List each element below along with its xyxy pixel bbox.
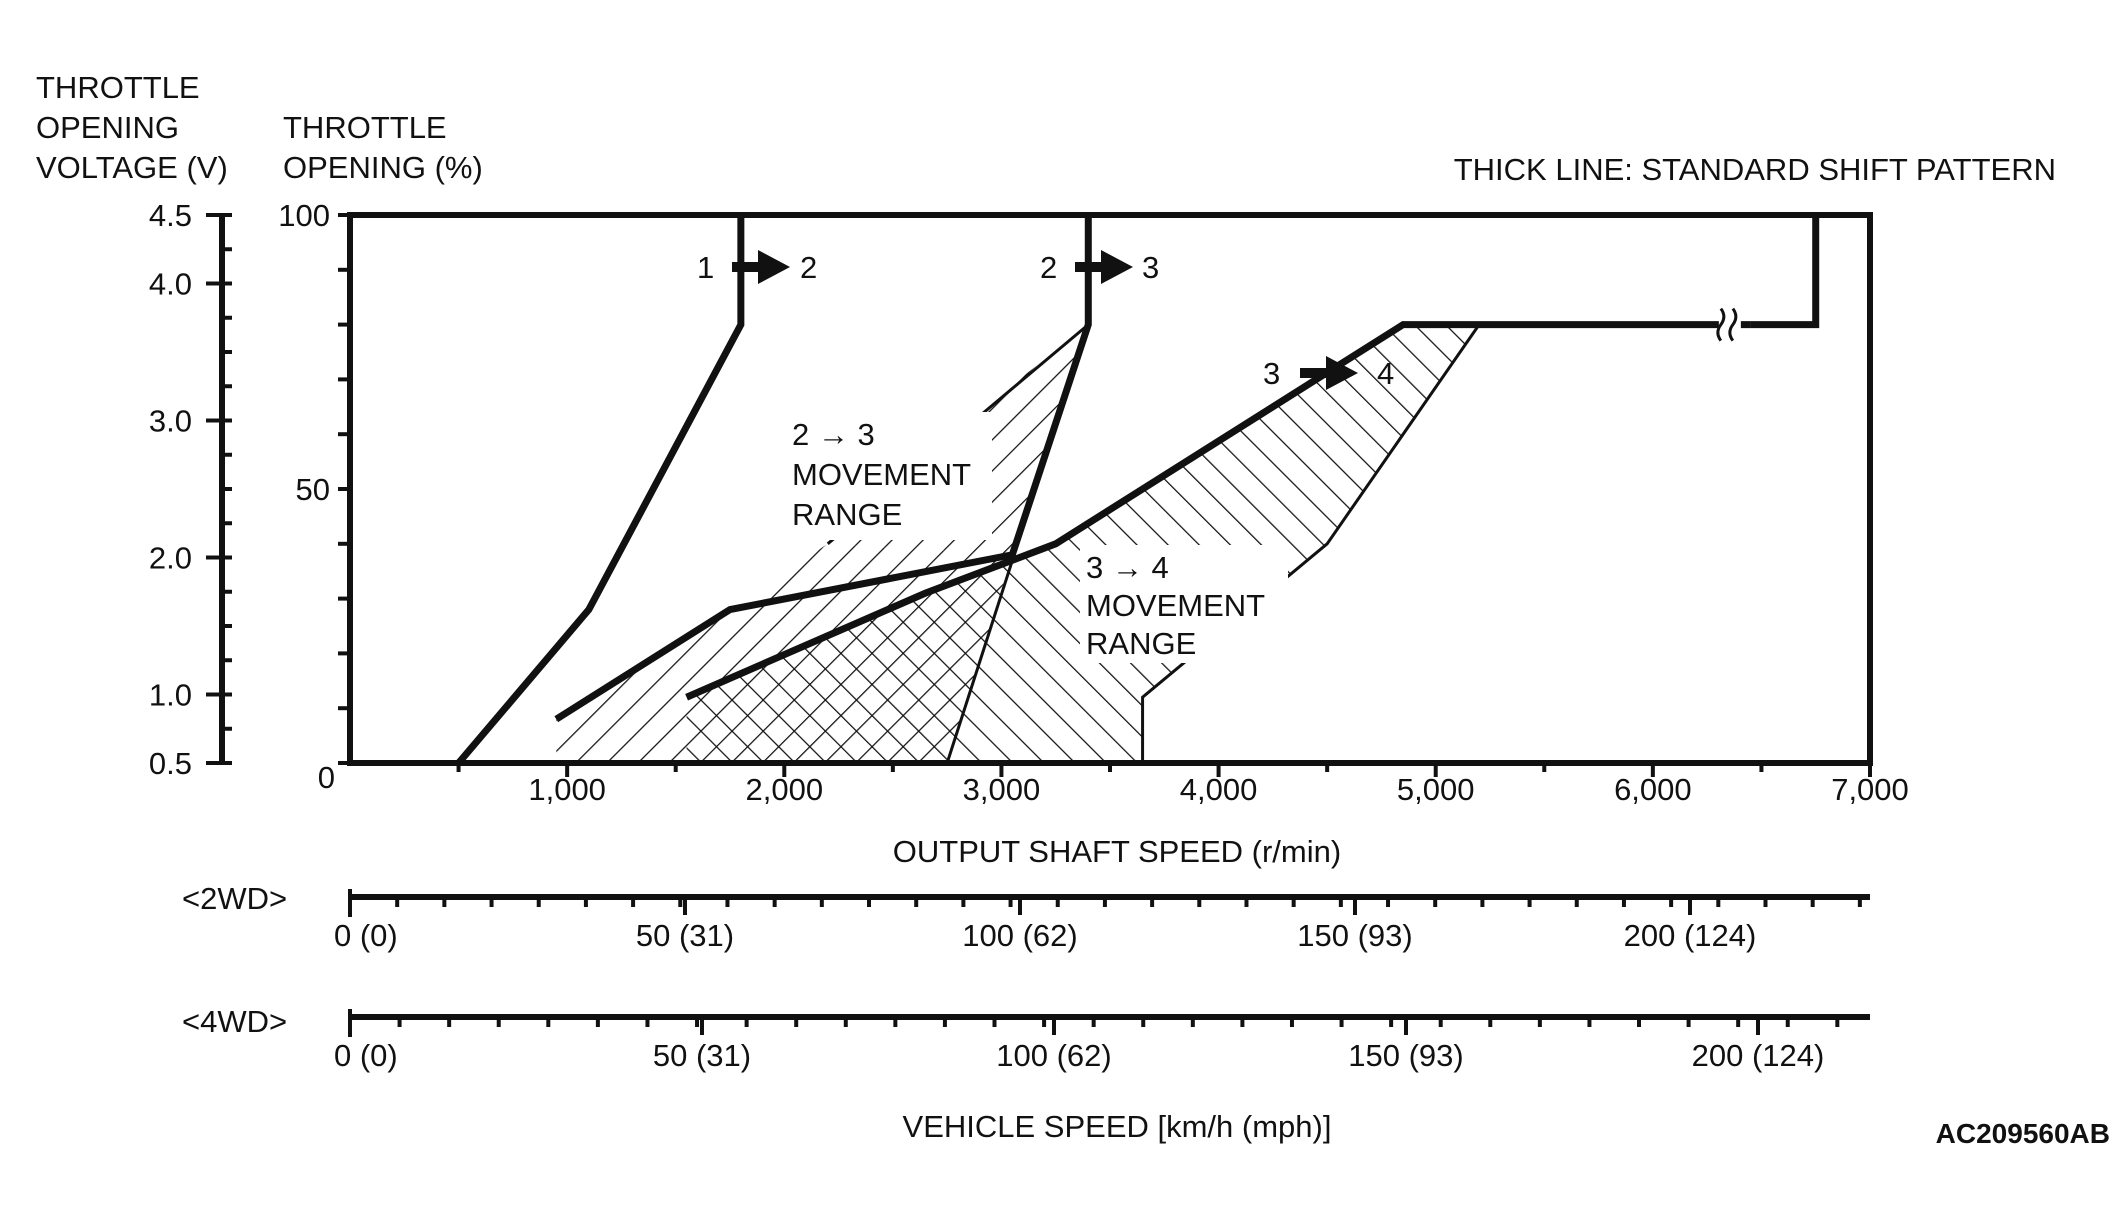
x-tick-labels: 1,000 2,000 3,000 4,000 5,000 6,000 7,000 <box>528 772 1908 807</box>
speed-tick-label: 0 (0) <box>334 918 398 953</box>
voltage-tick-label: 0.5 <box>149 746 192 781</box>
range-34-line2: MOVEMENT <box>1086 588 1265 623</box>
speed-tick-label: 150 (93) <box>1348 1038 1463 1073</box>
shift-23-from: 2 <box>1040 250 1057 285</box>
range-23-line1: 2 → 3 <box>792 417 875 452</box>
range-23-label-bg <box>786 412 992 540</box>
range-34-label: 3 → 4 MOVEMENT RANGE <box>1080 545 1288 663</box>
speed-tick-label: 200 (124) <box>1624 918 1757 953</box>
voltage-tick-label: 4.0 <box>149 267 192 302</box>
inner-axis-title-line1: THROTTLE <box>283 110 447 145</box>
break-mark-left <box>1716 307 1726 342</box>
figure-id: AC209560AB <box>1936 1118 2110 1149</box>
range-34-line3: RANGE <box>1086 626 1196 661</box>
left-axis-title-line3: VOLTAGE (V) <box>36 150 228 185</box>
x-tick-label: 7,000 <box>1831 772 1909 807</box>
speed-tick-label: 200 (124) <box>1692 1038 1825 1073</box>
shift-34-from: 3 <box>1263 356 1280 391</box>
x-tick-label: 1,000 <box>528 772 606 807</box>
x-axis-label: OUTPUT SHAFT SPEED (r/min) <box>893 834 1341 869</box>
shift-23-to: 3 <box>1142 250 1159 285</box>
range-23-line2: MOVEMENT <box>792 457 971 492</box>
range-34-label-bg <box>1080 545 1288 663</box>
x-tick-label: 4,000 <box>1180 772 1258 807</box>
series-line-4 <box>1750 215 1820 329</box>
voltage-tick-label: 2.0 <box>149 541 192 576</box>
shift-34-to: 4 <box>1377 356 1394 391</box>
range-23-line3: RANGE <box>792 497 902 532</box>
speed-tick-label: 150 (93) <box>1297 918 1412 953</box>
speed-tick-label: 100 (62) <box>996 1038 1111 1073</box>
wd4-label: <4WD> <box>182 1004 287 1039</box>
voltage-tick-label: 3.0 <box>149 404 192 439</box>
shift-12-to: 2 <box>800 250 817 285</box>
x-tick-label: 6,000 <box>1614 772 1692 807</box>
throttle-tick-label: 0 <box>318 760 335 795</box>
shift-34-arrow <box>1300 356 1358 390</box>
x-tick-label: 3,000 <box>963 772 1041 807</box>
wd2-label: <2WD> <box>182 881 287 916</box>
x-tick-label: 5,000 <box>1397 772 1475 807</box>
range-34-line1: 3 → 4 <box>1086 550 1169 585</box>
shift-23-arrow <box>1075 250 1133 284</box>
wd4-axis: 0 (0) 50 (31) 100 (62) 150 (93) 200 (124) <box>334 1009 1870 1073</box>
range-34-area <box>686 324 1480 763</box>
voltage-axis: 4.5 4.0 3.0 2.0 1.0 0.5 <box>149 198 232 781</box>
range-23-label: 2 → 3 MOVEMENT RANGE <box>786 412 992 540</box>
vehicle-speed-label: VEHICLE SPEED [km/h (mph)] <box>903 1109 1332 1144</box>
break-mark-right <box>1728 307 1738 342</box>
inner-axis-title-line2: OPENING (%) <box>283 150 483 185</box>
series-line-2 <box>554 215 1092 723</box>
speed-tick-label: 0 (0) <box>334 1038 398 1073</box>
shift-arrows: 1 2 2 3 3 4 <box>697 250 1394 391</box>
throttle-tick-label: 100 <box>278 198 330 233</box>
series-line-3 <box>685 321 1751 701</box>
voltage-tick-label: 4.5 <box>149 198 192 233</box>
wd2-axis: 0 (0) 50 (31) 100 (62) 150 (93) 200 (124) <box>334 889 1870 953</box>
throttle-tick-label: 50 <box>296 472 330 507</box>
chart-title: THICK LINE: STANDARD SHIFT PATTERN <box>1454 152 2056 187</box>
shift-12-from: 1 <box>697 250 714 285</box>
left-axis-title-line1: THROTTLE <box>36 70 200 105</box>
left-axis-title-line2: OPENING <box>36 110 179 145</box>
plot-frame: 100 50 0 <box>278 198 1873 795</box>
speed-tick-label: 50 (31) <box>636 918 734 953</box>
speed-tick-label: 50 (31) <box>653 1038 751 1073</box>
shift-12-arrow <box>732 250 790 284</box>
speed-tick-label: 100 (62) <box>962 918 1077 953</box>
x-tick-label: 2,000 <box>745 772 823 807</box>
voltage-tick-label: 1.0 <box>149 678 192 713</box>
